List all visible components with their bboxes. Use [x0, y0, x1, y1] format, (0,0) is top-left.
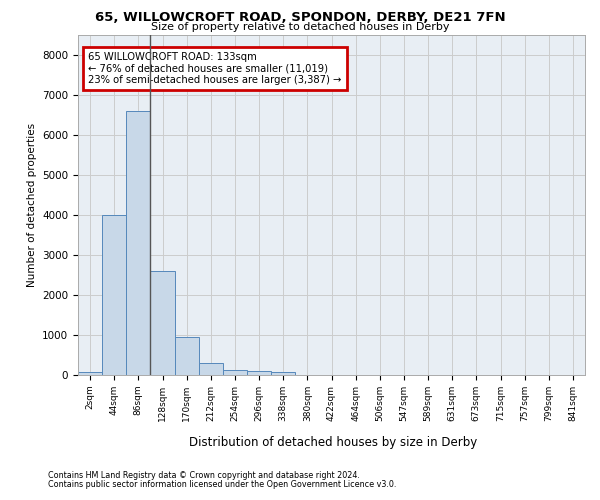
Text: Size of property relative to detached houses in Derby: Size of property relative to detached ho… — [151, 22, 449, 32]
Bar — [223, 370, 247, 375]
Bar — [271, 372, 295, 375]
Bar — [78, 372, 102, 375]
Bar — [175, 337, 199, 375]
Bar — [126, 111, 151, 375]
Text: Distribution of detached houses by size in Derby: Distribution of detached houses by size … — [189, 436, 477, 449]
Y-axis label: Number of detached properties: Number of detached properties — [26, 123, 37, 287]
Text: Contains public sector information licensed under the Open Government Licence v3: Contains public sector information licen… — [48, 480, 397, 489]
Text: 65, WILLOWCROFT ROAD, SPONDON, DERBY, DE21 7FN: 65, WILLOWCROFT ROAD, SPONDON, DERBY, DE… — [95, 11, 505, 24]
Bar — [151, 271, 175, 375]
Bar — [102, 215, 126, 375]
Bar — [247, 371, 271, 375]
Text: 65 WILLOWCROFT ROAD: 133sqm
← 76% of detached houses are smaller (11,019)
23% of: 65 WILLOWCROFT ROAD: 133sqm ← 76% of det… — [88, 52, 341, 85]
Bar — [199, 363, 223, 375]
Text: Contains HM Land Registry data © Crown copyright and database right 2024.: Contains HM Land Registry data © Crown c… — [48, 471, 360, 480]
